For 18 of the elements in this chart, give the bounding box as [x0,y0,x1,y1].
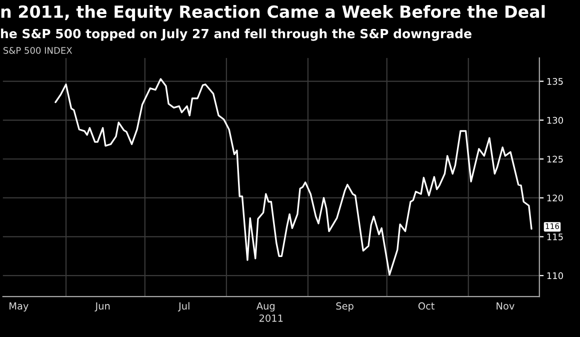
x-tick-label: Oct [418,302,434,310]
y-tick-label: 110 [547,272,563,280]
x-tick-label: Jul [178,302,190,312]
y-tick-label: 125 [547,156,563,163]
y-tick-label: 115 [547,234,563,240]
x-tick-label: Aug [256,302,274,312]
x-tick-label: May [10,302,28,312]
y-tick-label: 135 [547,78,563,85]
x-tick-label: Sep [336,302,354,312]
chart-subtitle: he S&P 500 topped on July 27 and fell through the S&P downgrade [1,28,472,41]
y-axis-title: S&P 500 INDEX [3,47,72,54]
line-series [54,78,532,276]
chart-title: n 2011, the Equity Reaction Came a Week Before the Deal [1,5,545,22]
x-axis-title: 2011 [259,314,283,322]
x-tick-label: Nov [496,302,514,310]
x-tick-label: Jun [94,302,110,312]
y-tick-label: 130 [547,116,563,124]
y-tick-label: 120 [547,194,563,202]
